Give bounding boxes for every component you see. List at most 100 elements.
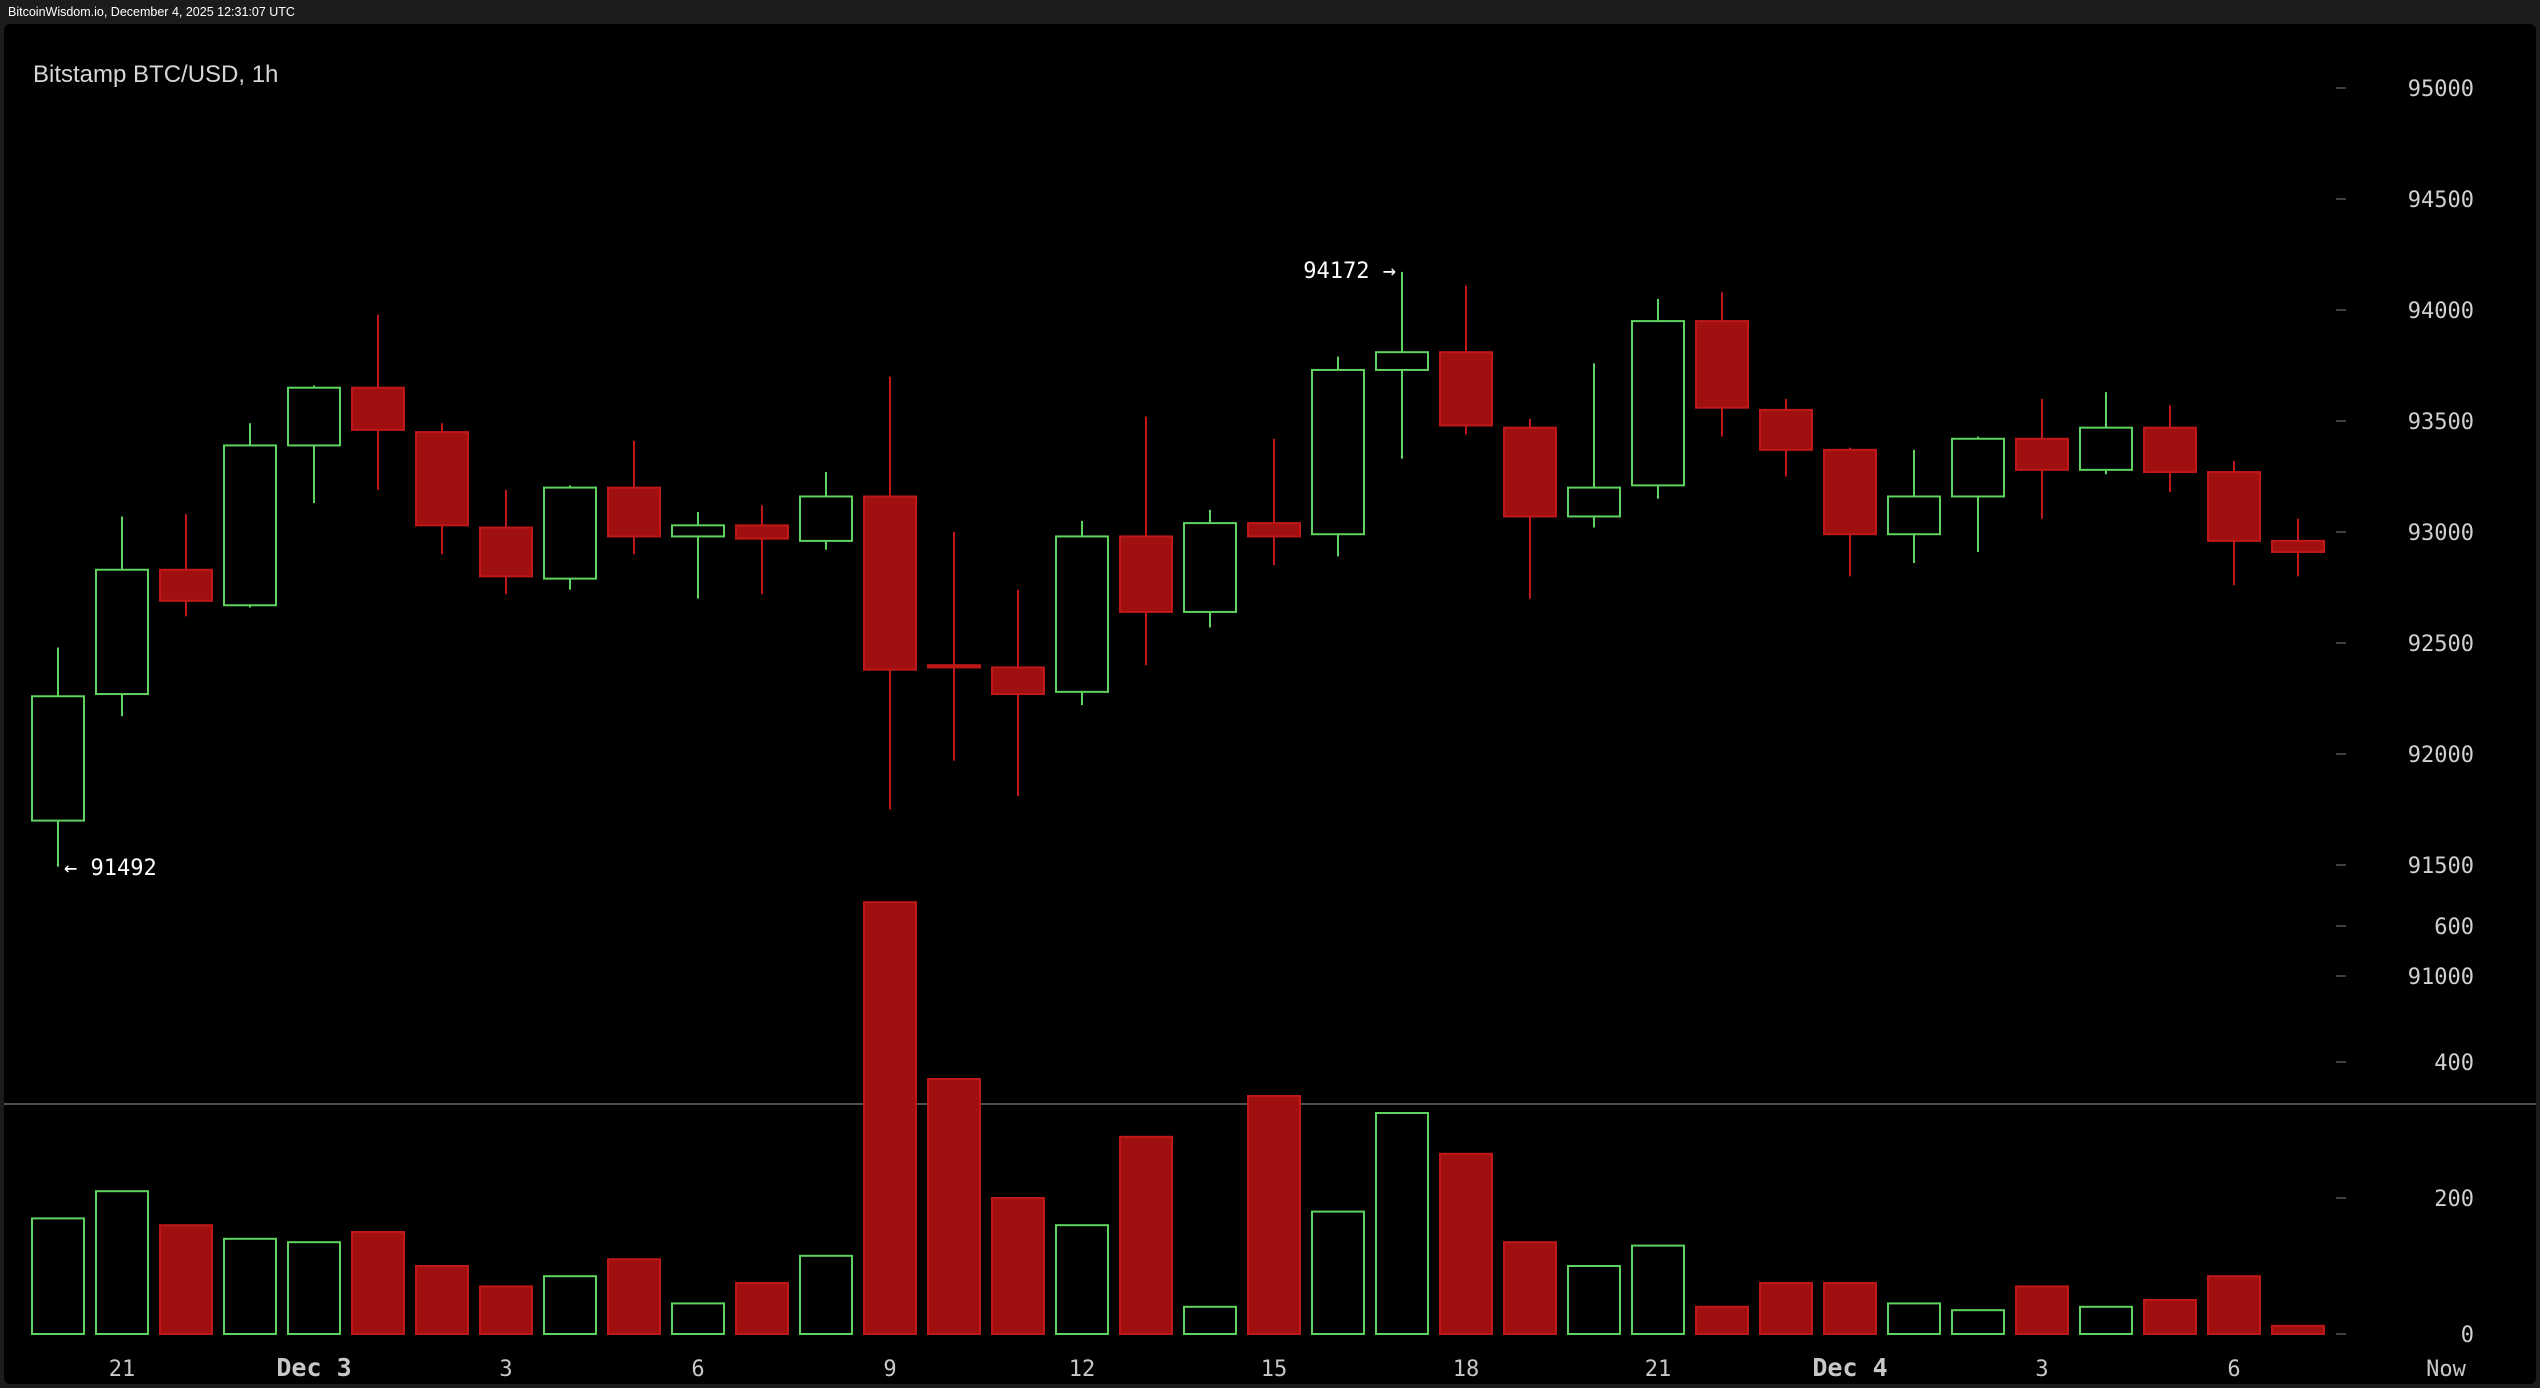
candle-body xyxy=(671,524,725,538)
volume-bar xyxy=(2207,1275,2261,1335)
candle-body xyxy=(31,695,85,822)
volume-bar xyxy=(1567,1265,1621,1335)
volume-bar xyxy=(95,1190,149,1335)
candle-body xyxy=(2143,426,2197,474)
volume-bar xyxy=(2271,1324,2325,1335)
volume-bar xyxy=(799,1254,853,1336)
price-tick-label: 91000 xyxy=(2408,965,2474,990)
volume-bar xyxy=(31,1217,85,1336)
volume-bar xyxy=(2015,1285,2069,1336)
volume-bar xyxy=(1631,1244,1685,1335)
time-tick-label: Dec 3 xyxy=(276,1353,351,1382)
candle-body xyxy=(927,664,981,669)
volume-bar xyxy=(2079,1305,2133,1336)
price-tick-label: 94000 xyxy=(2408,299,2474,324)
time-tick-label: 21 xyxy=(1645,1357,1672,1382)
candle-body xyxy=(2079,426,2133,471)
candle-body xyxy=(991,666,1045,696)
time-tick-label: 15 xyxy=(1261,1357,1288,1382)
volume-bar xyxy=(415,1265,469,1335)
price-tick-label: 91500 xyxy=(2408,854,2474,879)
volume-bar xyxy=(2143,1299,2197,1335)
time-tick-label: 3 xyxy=(2035,1357,2048,1382)
window-header: BitcoinWisdom.io, December 4, 2025 12:31… xyxy=(0,0,2540,24)
candle-body xyxy=(95,568,149,696)
volume-bar xyxy=(159,1224,213,1335)
volume-tick-label: 600 xyxy=(2434,915,2474,940)
candle-body xyxy=(1759,408,1813,451)
candle-body xyxy=(735,524,789,540)
candle-body xyxy=(863,495,917,671)
candle-body xyxy=(1631,320,1685,487)
volume-bar xyxy=(1439,1152,1493,1336)
candle-body xyxy=(287,386,341,447)
time-tick-label: 6 xyxy=(2227,1357,2240,1382)
high-price-annotation: 94172 → xyxy=(1303,259,1396,284)
volume-bar xyxy=(1695,1305,1749,1336)
candle-body xyxy=(1375,351,1429,371)
time-tick-label: 3 xyxy=(499,1357,512,1382)
volume-bar xyxy=(863,901,917,1335)
volume-bar xyxy=(1503,1241,1557,1335)
volume-bar xyxy=(991,1197,1045,1335)
candle-body xyxy=(351,386,405,431)
candle-body xyxy=(1183,522,1237,613)
volume-bar xyxy=(735,1282,789,1335)
chart-title: Bitstamp BTC/USD, 1h xyxy=(33,61,279,88)
header-source-text: BitcoinWisdom.io, December 4, 2025 12:31… xyxy=(8,5,295,19)
volume-bar xyxy=(1247,1095,1301,1335)
candle-body xyxy=(799,495,853,542)
candle-body xyxy=(1439,351,1493,427)
candle-body xyxy=(159,568,213,602)
low-price-annotation: ← 91492 xyxy=(64,856,157,881)
time-tick-label: 18 xyxy=(1453,1357,1480,1382)
candle-body xyxy=(1311,368,1365,536)
volume-bar xyxy=(1375,1112,1429,1335)
candles xyxy=(31,271,2325,867)
price-tick-label: 92000 xyxy=(2408,743,2474,768)
price-tick-label: 93000 xyxy=(2408,521,2474,546)
candle-body xyxy=(1503,426,1557,518)
candle-body xyxy=(1887,495,1941,536)
time-tick-label: Now xyxy=(2426,1357,2466,1382)
volume-bar xyxy=(479,1285,533,1336)
chart-panel: Bitstamp BTC/USD, 1h 95000 94500 94000 9350… xyxy=(4,24,2536,1384)
price-tick-label: 94500 xyxy=(2408,188,2474,213)
volume-bar xyxy=(1951,1309,2005,1335)
volume-bar xyxy=(1311,1210,1365,1335)
volume-bar xyxy=(1055,1224,1109,1335)
candle-body xyxy=(223,444,277,607)
candle-body xyxy=(1247,522,1301,538)
volume-bar xyxy=(1759,1282,1813,1335)
candle-body xyxy=(479,526,533,578)
volume-bar xyxy=(927,1078,981,1335)
candle-body xyxy=(2015,437,2069,471)
volume-bar xyxy=(607,1258,661,1335)
volume-tick-label: 400 xyxy=(2434,1051,2474,1076)
volume-bars xyxy=(31,901,2325,1336)
candle-body xyxy=(1055,535,1109,693)
volume-bar xyxy=(1119,1135,1173,1336)
volume-bar xyxy=(671,1302,725,1336)
volume-bar xyxy=(223,1237,277,1336)
time-tick-label: 12 xyxy=(1069,1357,1096,1382)
volume-axis: 600 400 200 0 xyxy=(2336,915,2474,1348)
time-axis: 21 Dec 3 3 6 9 12 15 18 21 Dec 4 3 6 Now xyxy=(109,1353,2467,1382)
price-tick-label: 93500 xyxy=(2408,410,2474,435)
volume-bar xyxy=(1823,1282,1877,1335)
price-tick-label: 92500 xyxy=(2408,632,2474,657)
volume-bar xyxy=(351,1231,405,1335)
volume-tick-label: 200 xyxy=(2434,1187,2474,1212)
candlestick-chart[interactable]: 9500094500940009350093000925009200091500… xyxy=(4,24,2536,1384)
candle-body xyxy=(543,486,597,580)
volume-bar xyxy=(543,1275,597,1335)
candle-body xyxy=(1951,437,2005,498)
candle-body xyxy=(2271,539,2325,553)
time-tick-label: 9 xyxy=(883,1357,896,1382)
price-axis: 95000 94500 94000 93500 93000 92500 92000 91500… xyxy=(2336,77,2474,990)
candle-body xyxy=(1567,486,1621,518)
candle-body xyxy=(415,431,469,527)
volume-bar xyxy=(1887,1302,1941,1336)
volume-bar xyxy=(1183,1305,1237,1336)
candle-body xyxy=(607,486,661,538)
